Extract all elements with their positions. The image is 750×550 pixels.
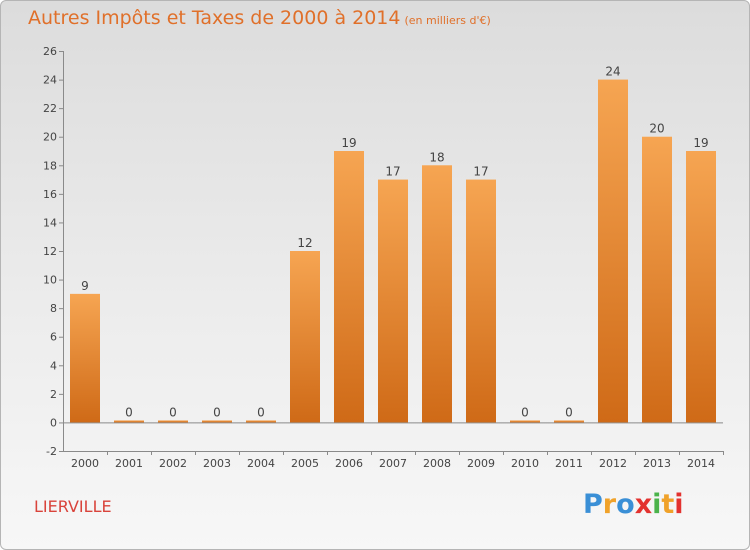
y-tick-label: -2 [46, 445, 57, 458]
logo-letter: i [674, 489, 684, 520]
bar-2012 [598, 79, 628, 423]
y-tick-label: 6 [50, 331, 57, 344]
y-tick-label: 8 [50, 302, 57, 315]
y-tick-label: 2 [50, 388, 57, 401]
y-tick-label: 14 [43, 216, 57, 229]
data-label-2013: 20 [649, 122, 664, 136]
x-tick-label-2002: 2002 [159, 457, 187, 470]
y-tick-label: 18 [43, 159, 57, 172]
data-label-2007: 17 [385, 165, 400, 179]
bar-2008 [422, 165, 452, 423]
data-label-2006: 19 [341, 136, 356, 150]
bar-2006 [334, 151, 364, 423]
data-label-2002: 0 [169, 405, 177, 419]
bar-2010 [510, 420, 540, 423]
bar-2000 [70, 293, 100, 423]
logo-letter: r [602, 489, 617, 520]
bar-2009 [466, 179, 496, 423]
chart-title-main: Autres Impôts et Taxes de 2000 à 2014 [28, 7, 401, 29]
data-label-2003: 0 [213, 405, 221, 419]
y-tick-label: 10 [43, 274, 57, 287]
x-tick-label-2001: 2001 [115, 457, 143, 470]
x-tick-label-2012: 2012 [599, 457, 627, 470]
logo-letter: o [616, 489, 635, 520]
data-label-2010: 0 [521, 405, 529, 419]
logo-letter: t [661, 489, 675, 520]
logo-letter: i [652, 489, 662, 520]
data-label-2009: 17 [473, 165, 488, 179]
x-tick-label-2003: 2003 [203, 457, 231, 470]
bar-2013 [642, 136, 672, 423]
data-label-2001: 0 [125, 405, 133, 419]
data-label-2004: 0 [257, 405, 265, 419]
logo-letter: P [583, 489, 603, 520]
data-label-2011: 0 [565, 405, 573, 419]
x-tick-label-2007: 2007 [379, 457, 407, 470]
x-tick-label-2010: 2010 [511, 457, 539, 470]
data-label-2012: 24 [605, 65, 620, 79]
x-tick-label-2008: 2008 [423, 457, 451, 470]
y-tick-label: 24 [43, 74, 57, 87]
x-tick-label-2014: 2014 [687, 457, 715, 470]
bar-2007 [378, 179, 408, 423]
commune-name: LIERVILLE [34, 497, 112, 516]
bar-2004 [246, 420, 276, 423]
x-tick-label-2000: 2000 [71, 457, 99, 470]
logo-letter: x [634, 489, 653, 520]
chart-title-unit: (en milliers d'€) [404, 14, 491, 27]
x-tick-label-2004: 2004 [247, 457, 275, 470]
y-tick-label: 16 [43, 188, 57, 201]
bar-2002 [158, 420, 188, 423]
proxiti-logo: Proxiti [583, 489, 684, 520]
bar-2001 [114, 420, 144, 423]
y-tick-label: 26 [43, 45, 57, 58]
y-tick-label: 20 [43, 131, 57, 144]
y-tick-label: 22 [43, 102, 57, 115]
x-tick-label-2011: 2011 [555, 457, 583, 470]
x-tick-label-2005: 2005 [291, 457, 319, 470]
data-label-2005: 12 [297, 236, 312, 250]
bar-2005 [290, 251, 320, 423]
data-label-2014: 19 [693, 136, 708, 150]
data-label-2008: 18 [429, 150, 444, 164]
x-tick-label-2009: 2009 [467, 457, 495, 470]
bar-2003 [202, 420, 232, 423]
y-tick-label: 0 [50, 416, 57, 429]
bar-2014 [686, 151, 716, 423]
data-label-2000: 9 [81, 279, 89, 293]
chart-title: Autres Impôts et Taxes de 2000 à 2014 (en… [28, 7, 491, 29]
y-tick-label: 12 [43, 245, 57, 258]
x-tick-label-2006: 2006 [335, 457, 363, 470]
x-tick-label-2013: 2013 [643, 457, 671, 470]
y-tick-label: 4 [50, 359, 57, 372]
bar-2011 [554, 420, 584, 423]
